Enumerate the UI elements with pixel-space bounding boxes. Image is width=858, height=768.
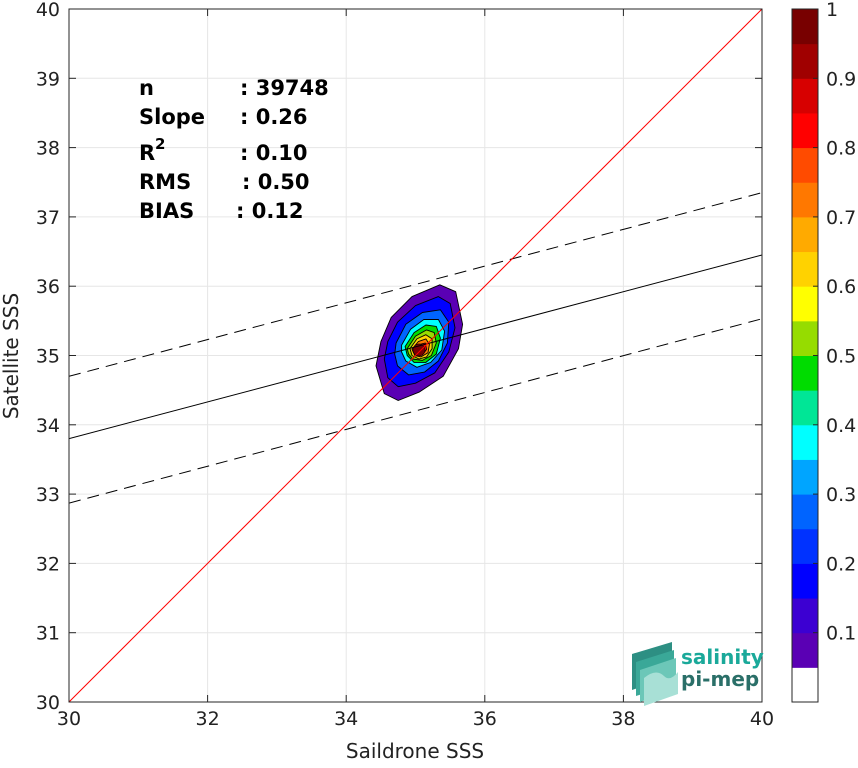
salinity-pi-mep-logo: salinity pi-mep xyxy=(632,642,764,706)
lower-dashed-line xyxy=(69,318,762,504)
y-tick-label: 38 xyxy=(36,138,60,160)
stat-value: : 39748 xyxy=(240,76,329,100)
colorbar-segment xyxy=(792,390,818,426)
colorbar: 0.1 0.2 0.3 0.4 0.5 0.6 0.7 0.8 0.9 1 xyxy=(791,0,856,703)
stat-label: R xyxy=(139,141,155,165)
colorbar-segment xyxy=(792,494,818,530)
logo-line2: pi-mep xyxy=(681,667,759,691)
y-tick-label: 34 xyxy=(36,415,60,437)
colorbar-segment xyxy=(792,667,818,703)
colorbar-segment xyxy=(792,355,818,391)
x-tick-label: 40 xyxy=(750,708,774,730)
stat-label: Slope xyxy=(139,105,205,129)
identity-line xyxy=(69,9,762,702)
colorbar-segment xyxy=(792,632,818,668)
regression-line xyxy=(69,254,762,440)
y-tick-label: 30 xyxy=(36,692,60,714)
x-tick-label: 30 xyxy=(57,708,81,730)
stat-superscript: 2 xyxy=(155,135,165,153)
stat-label: n xyxy=(139,76,154,100)
colorbar-tick-label: 0.5 xyxy=(826,346,856,368)
colorbar-tick-label: 0.8 xyxy=(826,138,856,160)
colorbar-segment xyxy=(792,43,818,79)
colorbar-tick-label: 0.7 xyxy=(826,207,856,229)
colorbar-segment xyxy=(792,424,818,460)
colorbar-segment xyxy=(792,112,818,149)
stat-value: : 0.10 xyxy=(240,141,308,165)
x-axis-label: Saildrone SSS xyxy=(346,739,484,763)
y-tick-label: 35 xyxy=(36,346,60,368)
y-tick-label: 40 xyxy=(36,0,60,21)
colorbar-tick-label: 0.9 xyxy=(826,68,856,90)
stat-value: : 0.26 xyxy=(240,105,308,129)
y-tick-label: 32 xyxy=(36,553,60,575)
stat-label: RMS xyxy=(139,170,191,194)
y-axis-ticks: 30 31 32 33 34 35 36 37 38 39 40 xyxy=(36,0,762,714)
y-tick-label: 31 xyxy=(36,623,60,645)
colorbar-tick-label: 0.3 xyxy=(826,484,856,506)
stat-label: BIAS xyxy=(139,199,194,223)
colorbar-segment xyxy=(792,9,818,45)
colorbar-segment xyxy=(792,598,818,634)
y-tick-label: 33 xyxy=(36,484,60,506)
stat-value: : 0.50 xyxy=(242,170,310,194)
colorbar-segment xyxy=(792,78,818,114)
y-tick-label: 39 xyxy=(36,68,60,90)
wave-logo-icon xyxy=(632,642,678,706)
x-tick-label: 36 xyxy=(473,708,497,730)
y-tick-label: 37 xyxy=(36,207,60,229)
statistics-box: n : 39748 Slope : 0.26 R 2 : 0.10 RMS : 0.50 BIAS… xyxy=(139,76,329,223)
colorbar-segment xyxy=(792,216,818,253)
colorbar-tick-label: 0.6 xyxy=(826,276,856,298)
colorbar-segment xyxy=(792,320,818,356)
colorbar-tick-label: 0.2 xyxy=(826,553,856,575)
x-tick-label: 34 xyxy=(334,708,358,730)
colorbar-segment xyxy=(792,459,818,495)
reference-lines xyxy=(69,9,762,702)
colorbar-segment xyxy=(792,147,818,183)
density-contours xyxy=(375,284,464,401)
colorbar-segment xyxy=(792,251,818,287)
colorbar-segment xyxy=(792,286,818,322)
y-tick-label: 36 xyxy=(36,276,60,298)
upper-dashed-line xyxy=(69,192,762,377)
colorbar-segment xyxy=(792,528,818,564)
colorbar-segment xyxy=(792,182,818,218)
x-tick-label: 38 xyxy=(611,708,635,730)
colorbar-segment xyxy=(792,563,818,599)
logo-line1: salinity xyxy=(681,645,764,669)
x-tick-label: 32 xyxy=(196,708,220,730)
colorbar-tick-label: 0.4 xyxy=(826,415,856,437)
stat-value: : 0.12 xyxy=(236,199,304,223)
y-axis-label: Satellite SSS xyxy=(0,293,23,419)
x-axis-ticks: 30 32 34 36 38 40 xyxy=(57,9,774,730)
colorbar-tick-label: 0.1 xyxy=(826,623,856,645)
colorbar-tick-label: 1 xyxy=(826,0,838,21)
